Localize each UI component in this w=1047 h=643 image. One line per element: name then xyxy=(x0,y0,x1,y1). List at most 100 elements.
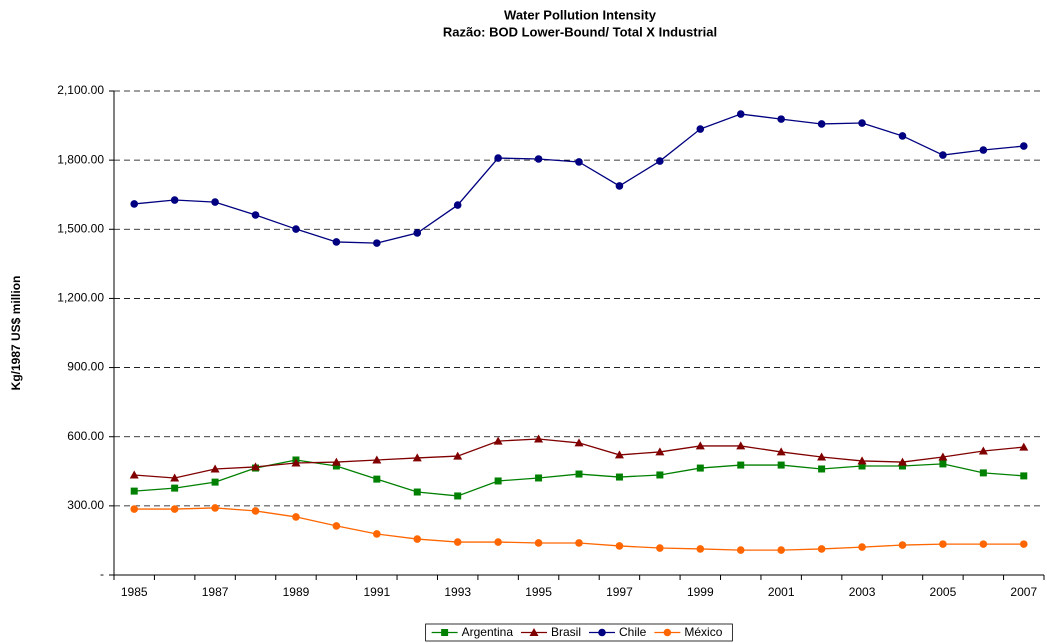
legend-label: Chile xyxy=(619,625,647,639)
x-tick-label: 1991 xyxy=(363,585,390,599)
marker xyxy=(170,505,179,513)
marker xyxy=(412,453,422,462)
marker xyxy=(454,492,462,500)
marker xyxy=(211,478,219,486)
marker xyxy=(453,451,463,460)
marker xyxy=(575,470,583,478)
marker xyxy=(413,229,422,237)
marker xyxy=(529,628,539,636)
marker xyxy=(858,543,866,551)
marker xyxy=(978,446,988,455)
marker xyxy=(737,461,745,469)
marker xyxy=(170,473,180,482)
marker xyxy=(736,546,745,554)
marker xyxy=(939,151,947,159)
marker xyxy=(858,119,866,127)
x-tick-label: 1989 xyxy=(283,585,310,599)
y-tick-label: 1,200.00 xyxy=(57,291,104,305)
legend-label: Argentina xyxy=(462,625,514,639)
marker xyxy=(373,239,381,247)
marker xyxy=(1019,142,1028,150)
series xyxy=(130,456,1028,500)
marker xyxy=(130,200,139,208)
marker xyxy=(170,196,179,204)
marker xyxy=(777,461,785,469)
marker xyxy=(897,457,907,466)
marker xyxy=(656,471,664,479)
x-tick-label: 2001 xyxy=(768,585,795,599)
marker xyxy=(777,115,785,123)
legend-box xyxy=(425,623,733,642)
marker xyxy=(898,541,907,549)
marker xyxy=(817,452,827,461)
marker xyxy=(210,464,220,473)
marker xyxy=(493,436,503,445)
x-tick-label: 1995 xyxy=(525,585,552,599)
marker xyxy=(614,450,624,459)
marker xyxy=(534,539,543,547)
marker xyxy=(413,535,422,543)
marker xyxy=(494,154,502,162)
marker xyxy=(332,462,340,470)
chart-title: Water Pollution Intensity xyxy=(504,7,657,22)
marker xyxy=(211,198,219,206)
marker xyxy=(615,182,624,190)
marker xyxy=(817,120,826,128)
y-tick-label: 2,100.00 xyxy=(57,83,104,97)
marker xyxy=(655,447,665,456)
y-tick-label: 1,800.00 xyxy=(57,152,104,166)
x-tick-label: 1987 xyxy=(202,585,229,599)
marker xyxy=(938,452,948,461)
marker xyxy=(575,539,583,547)
marker xyxy=(331,457,341,466)
x-tick-label: 1985 xyxy=(121,585,148,599)
marker xyxy=(251,211,260,219)
marker xyxy=(656,544,664,552)
marker xyxy=(534,434,544,443)
marker xyxy=(777,546,785,554)
marker xyxy=(615,542,624,550)
marker xyxy=(776,447,786,456)
y-tick-label: 900.00 xyxy=(67,360,104,374)
y-tick-label: 300.00 xyxy=(67,498,104,512)
marker xyxy=(291,458,301,467)
marker xyxy=(817,545,826,553)
marker xyxy=(736,441,746,450)
marker xyxy=(575,158,583,166)
marker xyxy=(332,522,341,530)
marker xyxy=(696,464,704,472)
marker xyxy=(857,456,867,465)
marker xyxy=(818,465,826,473)
marker xyxy=(453,201,462,209)
marker xyxy=(534,155,543,163)
x-tick-label: 1999 xyxy=(687,585,714,599)
legend-label: Brasil xyxy=(551,625,581,639)
y-tick-label: 1,500.00 xyxy=(57,221,104,235)
legend: Argentina Brasil Chile México xyxy=(425,623,733,642)
marker xyxy=(695,441,705,450)
marker xyxy=(372,455,382,464)
marker xyxy=(898,462,906,470)
y-axis-label: Kg/1987 US$ million xyxy=(9,276,23,391)
marker xyxy=(979,146,988,154)
marker xyxy=(696,545,705,553)
y-tick-label: 600.00 xyxy=(67,429,104,443)
marker xyxy=(979,469,987,477)
marker xyxy=(292,513,300,521)
marker xyxy=(535,474,543,482)
marker xyxy=(441,629,449,636)
marker xyxy=(292,225,300,233)
x-tick-label: 2003 xyxy=(849,585,876,599)
marker xyxy=(251,462,261,471)
series-line xyxy=(134,113,1024,244)
legend-label: México xyxy=(684,625,722,639)
marker xyxy=(574,438,584,447)
series xyxy=(130,110,1028,247)
x-tick-label: 1993 xyxy=(444,585,471,599)
marker xyxy=(696,125,705,133)
marker xyxy=(413,488,421,496)
marker xyxy=(494,538,502,546)
x-tick-label: 2005 xyxy=(930,585,957,599)
marker xyxy=(663,628,672,637)
